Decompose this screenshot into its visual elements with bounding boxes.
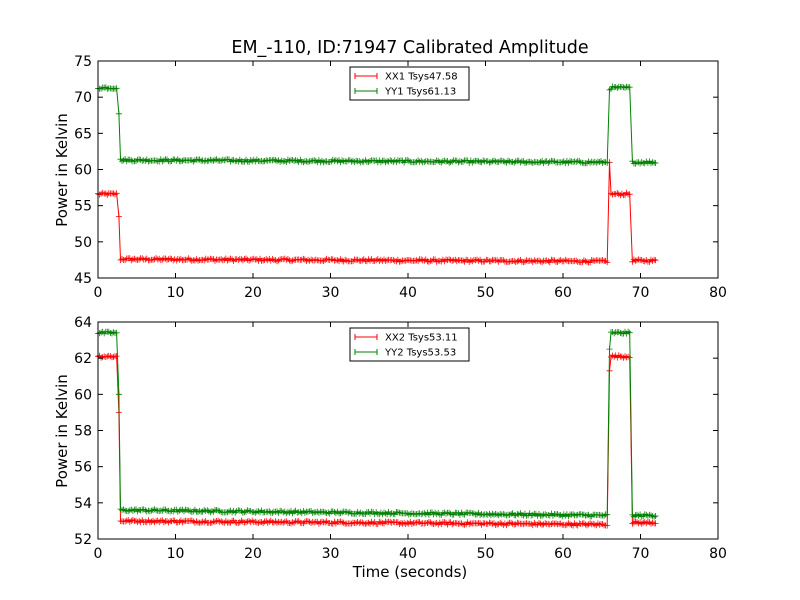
legend-marker [354, 334, 378, 340]
top-chart: EM_-110, ID:71947 Calibrated Amplitude P… [53, 38, 727, 301]
chart-title: EM_-110, ID:71947 Calibrated Amplitude [231, 38, 588, 58]
x-tick-label: 20 [244, 285, 262, 301]
y-tick-label: 70 [74, 90, 92, 106]
x-tick-label: 0 [94, 285, 103, 301]
legend: XX2 Tsys53.11 YY2 Tsys53.53 [349, 327, 470, 362]
x-tick-label: 70 [632, 285, 650, 301]
x-tick-label: 60 [554, 285, 572, 301]
legend-entry: YY2 Tsys53.53 [354, 348, 456, 359]
plot-area: 0 10 20 30 40 50 60 70 80 52 54 56 58 60 62 64 XX2 Tsys5… [74, 315, 727, 562]
legend-entry: YY1 Tsys61.13 [354, 87, 456, 98]
y-tick-label: 45 [74, 271, 92, 287]
series-1 [95, 352, 659, 529]
x-tick-label: 40 [399, 546, 417, 562]
y-tick-label: 55 [74, 199, 92, 215]
legend-label: XX1 Tsys47.58 [385, 72, 458, 83]
x-tick-label: 10 [167, 546, 185, 562]
legend-label: YY1 Tsys61.13 [384, 87, 456, 98]
x-tick-label: 40 [399, 285, 417, 301]
x-tick-label: 20 [244, 546, 262, 562]
y-axis-label: Power in Kelvin [53, 113, 71, 227]
y-axis-label: Power in Kelvin [53, 374, 71, 488]
bottom-chart: Power in Kelvin Time (seconds) 0 10 20 30 40… [53, 315, 727, 581]
x-tick-label: 80 [709, 546, 727, 562]
legend-label: YY2 Tsys53.53 [384, 348, 456, 359]
x-tick-label: 0 [94, 546, 103, 562]
legend-box [349, 66, 470, 101]
x-tick-label: 10 [167, 285, 185, 301]
legend-marker [354, 349, 378, 355]
plot-area: 0 10 20 30 40 50 60 70 80 45 50 55 60 65 70 75 XX1 Tsys4… [74, 54, 727, 301]
legend-marker [354, 88, 378, 94]
y-tick-label: 54 [74, 496, 92, 512]
y-tick-label: 56 [74, 460, 92, 476]
y-tick-label: 60 [74, 387, 92, 403]
x-tick-label: 70 [632, 546, 650, 562]
legend: XX1 Tsys47.58 YY1 Tsys61.13 [349, 66, 470, 101]
y-tick-label: 62 [74, 351, 92, 367]
y-tick-label: 60 [74, 163, 92, 179]
legend-box [349, 327, 470, 362]
series-2 [95, 328, 659, 520]
y-tick-label: 50 [74, 235, 92, 251]
x-tick-label: 50 [477, 546, 495, 562]
y-tick-label: 75 [74, 54, 92, 70]
legend-entry: XX2 Tsys53.11 [354, 333, 458, 344]
legend-marker [354, 73, 378, 79]
x-axis-label: Time (seconds) [352, 563, 468, 581]
y-tick-label: 58 [74, 424, 92, 440]
series-1 [95, 159, 659, 266]
x-tick-label: 80 [709, 285, 727, 301]
x-tick-label: 30 [322, 285, 340, 301]
x-tick-label: 30 [322, 546, 340, 562]
y-tick-label: 65 [74, 126, 92, 142]
series-2 [95, 83, 659, 167]
legend-label: XX2 Tsys53.11 [385, 333, 458, 344]
legend-entry: XX1 Tsys47.58 [354, 72, 458, 83]
x-tick-label: 60 [554, 546, 572, 562]
y-tick-label: 64 [74, 315, 92, 331]
y-tick-label: 52 [74, 532, 92, 548]
x-tick-label: 50 [477, 285, 495, 301]
